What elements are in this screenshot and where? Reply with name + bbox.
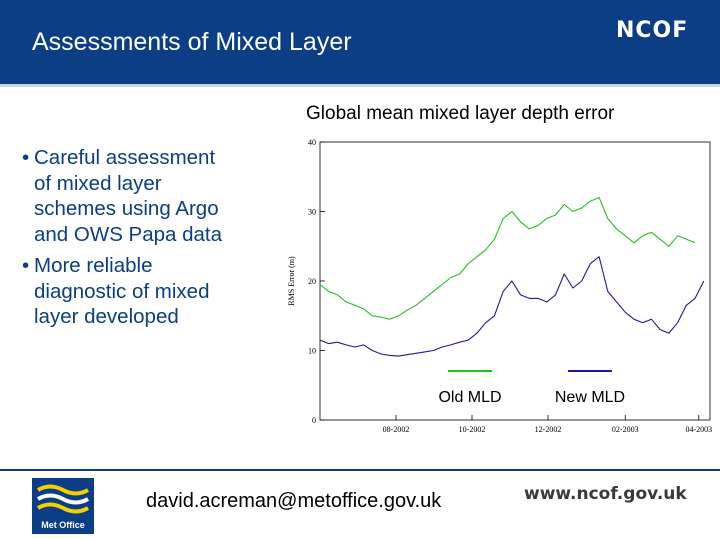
- mld-error-chart: 0 10 20 30 40 08-2002 10-2002 12-2002 02-2003 04-…: [287, 138, 712, 434]
- x-tick-label: 04-2003: [685, 425, 712, 434]
- contact-email[interactable]: david.acreman@metoffice.gov.uk: [146, 490, 442, 512]
- y-tick-label: 20: [308, 277, 316, 286]
- y-axis-label: RMS Error (m): [287, 256, 296, 306]
- chart-axes: 0 10 20 30 40 08-2002 10-2002 12-2002 02-2003 04-…: [287, 138, 712, 434]
- legend-label: New MLD: [555, 389, 625, 406]
- y-tick-label: 10: [308, 347, 316, 356]
- x-tick-label: 02-2003: [612, 425, 639, 434]
- met-office-logo-text: Met Office: [41, 520, 85, 530]
- bullet-item: • More reliable diagnostic of mixed laye…: [22, 253, 292, 330]
- y-tick-label: 0: [312, 416, 316, 425]
- plot-frame: [319, 141, 711, 421]
- x-tick-label: 12-2002: [535, 425, 562, 434]
- title-bar: Assessments of Mixed Layer NCOF: [0, 0, 720, 84]
- met-office-logo: Met Office: [32, 478, 94, 534]
- bullet-dot-icon: •: [22, 146, 30, 169]
- slide-title: Assessments of Mixed Layer: [32, 28, 352, 56]
- chart-series: [319, 197, 705, 357]
- website-link[interactable]: www.ncof.gov.uk: [524, 484, 687, 504]
- footer-divider: [0, 469, 720, 471]
- header-divider: [0, 84, 720, 87]
- bullet-text: More reliable diagnostic of mixed layer …: [34, 254, 210, 328]
- y-tick-label: 40: [308, 138, 316, 147]
- x-tick-label: 08-2002: [383, 425, 410, 434]
- bullet-item: • Careful assessment of mixed layer sche…: [22, 145, 292, 247]
- series-line-new-mld: [319, 256, 705, 357]
- ncof-logo: NCOF: [616, 18, 689, 43]
- chart-title: Global mean mixed layer depth error: [306, 103, 615, 124]
- series-line-old-mld: [319, 197, 696, 320]
- x-tick-label: 10-2002: [459, 425, 486, 434]
- bullet-text: Careful assessment of mixed layer scheme…: [34, 146, 223, 246]
- y-tick-label: 30: [308, 208, 316, 217]
- legend-label: Old MLD: [438, 389, 501, 406]
- chart-legend: Old MLD New MLD: [438, 370, 625, 406]
- bullet-list: • Careful assessment of mixed layer sche…: [22, 145, 292, 336]
- bullet-dot-icon: •: [22, 254, 30, 277]
